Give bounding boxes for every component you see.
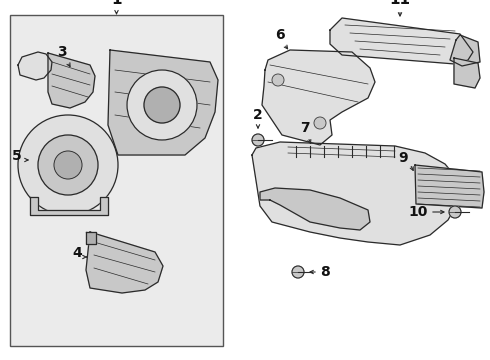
Polygon shape [86, 232, 163, 293]
Polygon shape [108, 50, 218, 155]
Circle shape [272, 74, 284, 86]
Polygon shape [86, 232, 96, 244]
Text: 4: 4 [72, 246, 82, 260]
Bar [10, 15, 223, 346]
Circle shape [54, 151, 82, 179]
Text: 6: 6 [275, 28, 285, 42]
Circle shape [127, 70, 197, 140]
Circle shape [252, 134, 264, 146]
Circle shape [144, 87, 180, 123]
Polygon shape [30, 197, 108, 215]
Text: 2: 2 [253, 108, 263, 122]
Polygon shape [252, 142, 460, 245]
Text: 9: 9 [398, 151, 408, 165]
Circle shape [449, 206, 461, 218]
Polygon shape [18, 52, 52, 80]
Text: 11: 11 [390, 0, 411, 16]
Circle shape [18, 115, 118, 215]
Polygon shape [450, 35, 480, 66]
Text: 10: 10 [409, 205, 428, 219]
Text: 8: 8 [320, 265, 330, 279]
Polygon shape [454, 58, 480, 88]
Circle shape [292, 266, 304, 278]
Text: 7: 7 [300, 121, 310, 135]
Polygon shape [262, 50, 375, 145]
Polygon shape [48, 53, 95, 108]
Text: 1: 1 [111, 0, 122, 14]
Text: 3: 3 [57, 45, 70, 67]
Polygon shape [415, 165, 484, 208]
Text: 5: 5 [12, 149, 22, 163]
Circle shape [38, 135, 98, 195]
Polygon shape [330, 18, 473, 64]
Polygon shape [260, 188, 370, 230]
Circle shape [314, 117, 326, 129]
